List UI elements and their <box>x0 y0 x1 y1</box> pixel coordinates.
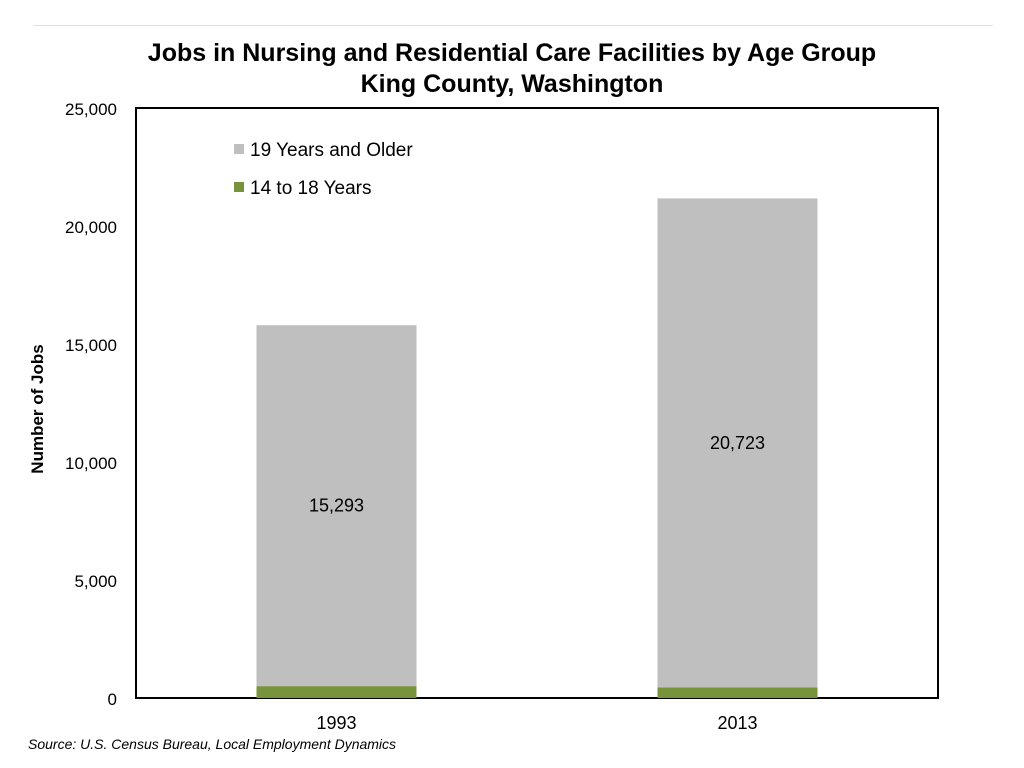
legend-label: 14 to 18 Years <box>250 178 372 199</box>
y-tick-label: 20,000 <box>65 218 117 237</box>
plot-area-frame <box>135 107 939 699</box>
y-tick-label: 15,000 <box>65 336 117 355</box>
x-tick-label: 2013 <box>717 713 757 733</box>
legend-swatch <box>234 182 244 192</box>
bar-segment <box>256 325 417 687</box>
chart-title-block: Jobs in Nursing and Residential Care Fac… <box>0 38 1024 100</box>
source-note: Source: U.S. Census Bureau, Local Employ… <box>28 736 397 752</box>
chart-subtitle: King County, Washington <box>360 70 664 98</box>
y-tick-label: 0 <box>108 690 117 709</box>
y-axis-title: Number of Jobs <box>28 344 47 473</box>
data-label: 20,723 <box>710 433 765 453</box>
y-tick-label: 25,000 <box>65 100 117 119</box>
y-tick-label: 10,000 <box>65 454 117 473</box>
x-tick-label: 1993 <box>316 713 356 733</box>
legend-label: 19 Years and Older <box>250 140 413 161</box>
y-tick-label: 5,000 <box>74 572 117 591</box>
top-divider <box>33 25 993 26</box>
bar-segment <box>256 686 417 698</box>
chart-title: Jobs in Nursing and Residential Care Fac… <box>147 39 877 67</box>
data-label: 15,293 <box>309 496 364 516</box>
bar-segment <box>657 687 818 698</box>
legend-swatch <box>234 144 244 154</box>
bar-segment <box>657 198 818 688</box>
